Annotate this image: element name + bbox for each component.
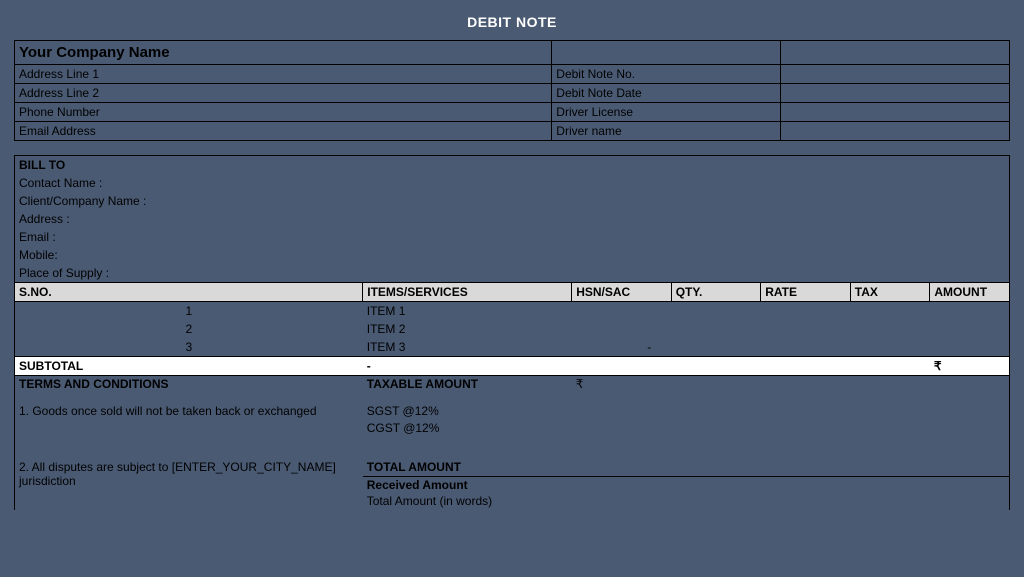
item-amount[interactable] [930,320,1010,338]
item-sno[interactable]: 1 [15,302,363,321]
debit-note-date-value[interactable] [781,84,1010,103]
col-items: ITEMS/SERVICES [363,283,572,302]
total-amount-label: TOTAL AMOUNT [363,459,572,476]
driver-name-value[interactable] [781,122,1010,141]
address-line-1[interactable]: Address Line 1 [15,65,552,84]
col-tax: TAX [850,283,930,302]
taxable-symbol: ₹ [572,376,1010,393]
document-title: DEBIT NOTE [14,8,1010,40]
item-row: 3 ITEM 3 - [15,338,1010,357]
item-rate[interactable] [761,320,851,338]
company-name[interactable]: Your Company Name [15,41,552,65]
bill-email[interactable]: Email : [15,228,1010,246]
bill-company-name[interactable]: Client/Company Name : [15,192,1010,210]
bill-place-supply[interactable]: Place of Supply : [15,264,1010,283]
term-2: 2. All disputes are subject to [ENTER_YO… [15,459,363,493]
debit-note-date-label: Debit Note Date [552,84,781,103]
email-address[interactable]: Email Address [15,122,552,141]
col-rate: RATE [761,283,851,302]
debit-note-no-label: Debit Note No. [552,65,781,84]
subtotal-row: SUBTOTAL - ₹ [15,357,1010,376]
amount-words-label: Total Amount (in words) [363,493,572,510]
phone-number[interactable]: Phone Number [15,103,552,122]
subtotal-dash: - [363,357,572,376]
subtotal-label: SUBTOTAL [15,357,363,376]
item-name[interactable]: ITEM 1 [363,302,572,321]
item-amount[interactable] [930,302,1010,321]
item-hsn[interactable] [572,320,672,338]
col-hsn: HSN/SAC [572,283,672,302]
col-qty: QTY. [671,283,761,302]
address-line-2[interactable]: Address Line 2 [15,84,552,103]
item-hsn[interactable]: - [572,338,672,357]
terms-heading: TERMS AND CONDITIONS [15,376,363,393]
received-amount-label: Received Amount [363,476,572,493]
item-tax[interactable] [850,302,930,321]
header-table: Your Company Name Address Line 1 Debit N… [14,40,1010,141]
item-row: 1 ITEM 1 [15,302,1010,321]
item-qty[interactable] [671,320,761,338]
item-amount[interactable] [930,338,1010,357]
cgst-label: CGST @12% [363,420,572,437]
item-hsn[interactable] [572,302,672,321]
bill-contact-name[interactable]: Contact Name : [15,174,1010,192]
item-qty[interactable] [671,302,761,321]
item-qty[interactable] [671,338,761,357]
items-header-row: S.NO. ITEMS/SERVICES HSN/SAC QTY. RATE T… [15,283,1010,302]
item-sno[interactable]: 2 [15,320,363,338]
col-sno: S.NO. [15,283,363,302]
item-name[interactable]: ITEM 2 [363,320,572,338]
debit-note-no-value[interactable] [781,65,1010,84]
bill-address[interactable]: Address : [15,210,1010,228]
item-tax[interactable] [850,320,930,338]
item-name[interactable]: ITEM 3 [363,338,572,357]
bill-to-heading: BILL TO [15,156,1010,175]
driver-license-value[interactable] [781,103,1010,122]
driver-license-label: Driver License [552,103,781,122]
footer-table: TERMS AND CONDITIONS TAXABLE AMOUNT ₹ 1.… [14,376,1010,510]
main-table: BILL TO Contact Name : Client/Company Na… [14,155,1010,376]
item-row: 2 ITEM 2 [15,320,1010,338]
subtotal-amount: ₹ [930,357,1010,376]
item-sno[interactable]: 3 [15,338,363,357]
item-rate[interactable] [761,302,851,321]
item-rate[interactable] [761,338,851,357]
sgst-label: SGST @12% [363,403,572,420]
taxable-heading: TAXABLE AMOUNT [363,376,572,393]
bill-mobile[interactable]: Mobile: [15,246,1010,264]
driver-name-label: Driver name [552,122,781,141]
col-amount: AMOUNT [930,283,1010,302]
term-1: 1. Goods once sold will not be taken bac… [15,403,363,437]
item-tax[interactable] [850,338,930,357]
